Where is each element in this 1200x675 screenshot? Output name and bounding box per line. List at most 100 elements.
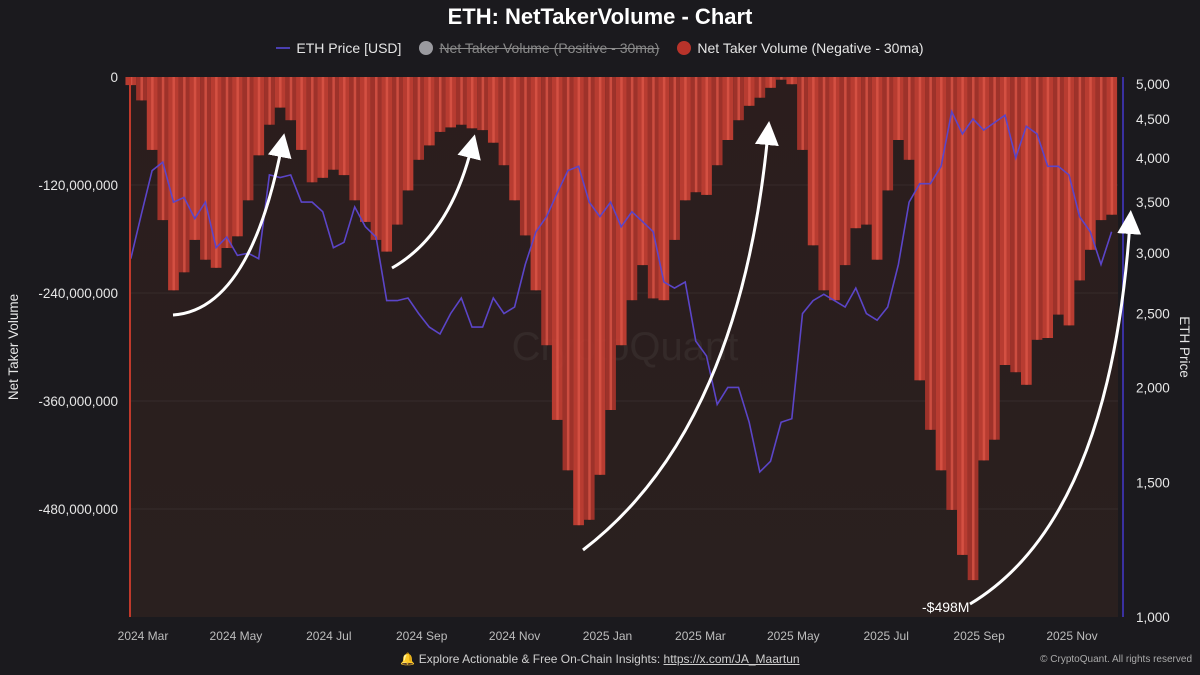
volume-bar-highlight bbox=[247, 77, 250, 201]
volume-bar-highlight bbox=[1025, 77, 1028, 385]
volume-bar-highlight bbox=[897, 77, 900, 140]
volume-bar-highlight bbox=[300, 77, 303, 150]
volume-bar-highlight bbox=[375, 77, 378, 240]
x-tick-label: 2024 Sep bbox=[396, 629, 448, 643]
volume-bar-highlight bbox=[652, 77, 655, 299]
volume-bar-highlight bbox=[577, 77, 581, 526]
x-tick-label: 2025 Sep bbox=[953, 629, 1005, 643]
volume-bar-highlight bbox=[908, 77, 911, 160]
x-tick-label: 2025 Nov bbox=[1046, 629, 1097, 643]
y2-tick-label: 4,500 bbox=[1136, 112, 1170, 127]
copyright: © CryptoQuant. All rights reserved bbox=[1040, 654, 1192, 665]
volume-bar-highlight bbox=[1067, 77, 1071, 326]
volume-bar-highlight bbox=[844, 77, 847, 266]
volume-bar-highlight bbox=[1110, 77, 1114, 215]
volume-bar-highlight bbox=[556, 77, 559, 420]
x-tick-label: 2024 May bbox=[210, 629, 263, 643]
volume-bar-highlight bbox=[534, 77, 538, 291]
volume-bar-highlight bbox=[620, 77, 623, 346]
volume-bar-highlight bbox=[993, 77, 996, 440]
volume-bar-highlight bbox=[758, 77, 762, 98]
volume-bar-highlight bbox=[854, 77, 858, 229]
y2-tick-label: 2,500 bbox=[1136, 307, 1170, 322]
legend-item-positive-volume[interactable]: Net Taker Volume (Positive - 30ma) bbox=[419, 40, 659, 56]
x-tick-label: 2025 Jan bbox=[583, 629, 632, 643]
chart-title: ETH: NetTakerVolume - Chart bbox=[447, 4, 753, 29]
volume-bar-highlight bbox=[673, 77, 677, 240]
volume-bar-highlight bbox=[1078, 77, 1082, 281]
volume-bar-highlight bbox=[748, 77, 751, 106]
volume-bar-highlight bbox=[502, 77, 506, 166]
volume-bar-highlight bbox=[737, 77, 740, 121]
volume-bar-highlight bbox=[204, 77, 207, 260]
volume-bar-highlight bbox=[268, 77, 271, 125]
volume-bar-highlight bbox=[630, 77, 634, 301]
volume-bar-highlight bbox=[257, 77, 261, 156]
y-axis-label: Net Taker Volume bbox=[6, 294, 21, 400]
legend-item-eth-price[interactable]: ETH Price [USD] bbox=[276, 40, 401, 56]
legend-label: Net Taker Volume (Positive - 30ma) bbox=[439, 40, 660, 56]
volume-bar-highlight bbox=[1046, 77, 1050, 338]
y2-tick-label: 5,000 bbox=[1136, 77, 1170, 92]
volume-bar-highlight bbox=[1014, 77, 1018, 373]
volume-bar-highlight bbox=[812, 77, 815, 246]
y2-tick-label: 2,000 bbox=[1136, 380, 1170, 395]
annotation-arrow bbox=[582, 121, 779, 552]
volume-bar-highlight bbox=[609, 77, 613, 410]
footer-text: Explore Actionable & Free On-Chain Insig… bbox=[418, 652, 664, 666]
volume-bar-highlight bbox=[321, 77, 325, 178]
volume-bar-highlight bbox=[449, 77, 453, 128]
volume-bar-highlight bbox=[385, 77, 389, 252]
y2-tick-label: 3,500 bbox=[1136, 195, 1170, 210]
volume-bar-highlight bbox=[289, 77, 293, 121]
y2-tick-label: 4,000 bbox=[1136, 151, 1170, 166]
volume-bar-highlight bbox=[918, 77, 922, 381]
volume-bar-highlight bbox=[684, 77, 687, 201]
y-tick-label: -480,000,000 bbox=[38, 502, 118, 517]
volume-bar-highlight bbox=[833, 77, 836, 301]
volume-bar-highlight bbox=[726, 77, 730, 140]
footer-link[interactable]: https://x.com/JA_Maartun bbox=[663, 652, 800, 666]
volume-bar-highlight bbox=[407, 77, 410, 191]
volume-bar-highlight bbox=[972, 77, 975, 581]
volume-bar-highlight bbox=[641, 77, 645, 266]
volume-bar-highlight bbox=[279, 77, 282, 108]
min-annotation: -$498M bbox=[922, 599, 969, 615]
volume-bar-highlight bbox=[364, 77, 367, 222]
volume-bar-highlight bbox=[428, 77, 431, 146]
volume-bar-highlight bbox=[172, 77, 175, 291]
annotation-arrow bbox=[391, 134, 481, 270]
y2-tick-label: 1,000 bbox=[1136, 610, 1170, 625]
volume-bar-highlight bbox=[822, 77, 826, 291]
volume-bar-highlight bbox=[1089, 77, 1092, 250]
volume-bar-highlight bbox=[481, 77, 485, 131]
volume-bar-highlight bbox=[492, 77, 495, 143]
volume-bar-highlight bbox=[161, 77, 165, 221]
y-tick-label: -240,000,000 bbox=[38, 286, 118, 301]
volume-bar-highlight bbox=[151, 77, 154, 150]
volume-bar-highlight bbox=[1099, 77, 1103, 221]
eth-price-line bbox=[130, 109, 1113, 474]
bell-icon: 🔔 bbox=[400, 652, 416, 666]
volume-bar-highlight bbox=[588, 77, 591, 520]
volume-bar-highlight bbox=[705, 77, 709, 195]
volume-bar-highlight bbox=[566, 77, 570, 471]
volume-bar-highlight bbox=[311, 77, 314, 183]
y2-tick-label: 3,000 bbox=[1136, 246, 1170, 261]
y-tick-label: -360,000,000 bbox=[38, 394, 118, 409]
legend-item-negative-volume[interactable]: Net Taker Volume (Negative - 30ma) bbox=[677, 40, 924, 56]
volume-bar-highlight bbox=[343, 77, 346, 176]
volume-bar-highlight bbox=[545, 77, 549, 346]
volume-bar-highlight bbox=[140, 77, 143, 101]
volume-bar-highlight bbox=[716, 77, 719, 166]
annotation-arrow bbox=[172, 133, 292, 317]
x-tick-label: 2025 May bbox=[767, 629, 820, 643]
volume-bar-highlight bbox=[662, 77, 666, 301]
volume-bar-highlight bbox=[769, 77, 772, 88]
y2-axis-label: ETH Price bbox=[1177, 316, 1192, 378]
x-tick-label: 2024 Nov bbox=[489, 629, 540, 643]
volume-bar-highlight bbox=[460, 77, 463, 125]
dot-swatch-icon bbox=[677, 41, 692, 55]
line-swatch-icon bbox=[276, 47, 291, 49]
